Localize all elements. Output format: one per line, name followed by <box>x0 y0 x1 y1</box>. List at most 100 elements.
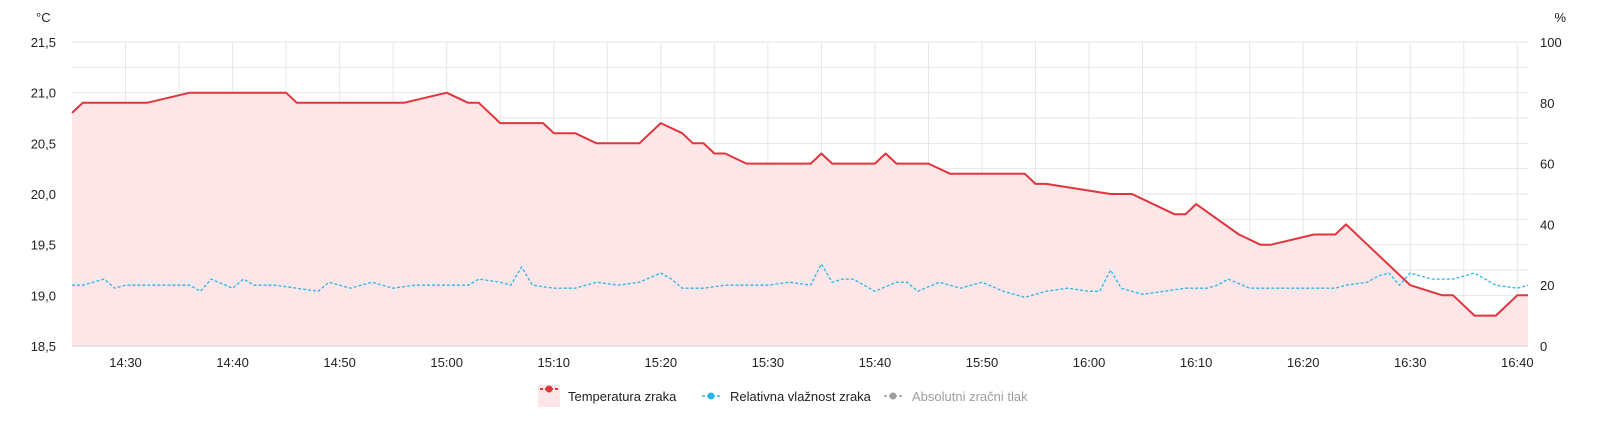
data-point[interactable] <box>1450 276 1456 282</box>
data-point[interactable] <box>658 270 664 276</box>
data-point[interactable] <box>1397 282 1403 288</box>
data-point[interactable] <box>347 285 353 291</box>
data-point[interactable] <box>454 282 460 288</box>
data-point[interactable] <box>1375 273 1381 279</box>
data-point[interactable] <box>444 90 450 96</box>
data-point[interactable] <box>883 151 889 157</box>
data-point[interactable] <box>1172 211 1178 217</box>
data-point[interactable] <box>808 161 814 167</box>
data-point[interactable] <box>283 90 289 96</box>
legend-item[interactable]: Absolutni zračni tlak <box>884 389 1028 404</box>
data-point[interactable] <box>540 120 546 126</box>
data-point[interactable] <box>497 279 503 285</box>
data-point[interactable] <box>1215 282 1221 288</box>
data-point[interactable] <box>926 161 932 167</box>
data-point[interactable] <box>594 279 600 285</box>
data-point[interactable] <box>669 276 675 282</box>
data-point[interactable] <box>679 285 685 291</box>
data-point[interactable] <box>315 288 321 294</box>
data-point[interactable] <box>412 282 418 288</box>
data-point[interactable] <box>1514 292 1520 298</box>
data-point[interactable] <box>1033 181 1039 187</box>
data-point[interactable] <box>636 140 642 146</box>
data-point[interactable] <box>187 90 193 96</box>
data-point[interactable] <box>711 151 717 157</box>
data-point[interactable] <box>1225 276 1231 282</box>
data-point[interactable] <box>1472 313 1478 319</box>
data-point[interactable] <box>1043 288 1049 294</box>
data-point[interactable] <box>947 282 953 288</box>
data-point[interactable] <box>272 282 278 288</box>
data-point[interactable] <box>829 279 835 285</box>
data-point[interactable] <box>1161 288 1167 294</box>
data-point[interactable] <box>1193 201 1199 207</box>
data-point[interactable] <box>840 276 846 282</box>
data-point[interactable] <box>465 282 471 288</box>
data-point[interactable] <box>1108 191 1114 197</box>
data-point[interactable] <box>851 276 857 282</box>
data-point[interactable] <box>572 285 578 291</box>
data-point[interactable] <box>1247 285 1253 291</box>
data-point[interactable] <box>144 100 150 106</box>
data-point[interactable] <box>915 288 921 294</box>
data-point[interactable] <box>594 140 600 146</box>
data-point[interactable] <box>208 276 214 282</box>
data-point[interactable] <box>123 282 129 288</box>
data-point[interactable] <box>369 279 375 285</box>
data-point[interactable] <box>1204 285 1210 291</box>
data-point[interactable] <box>80 282 86 288</box>
data-point[interactable] <box>1364 279 1370 285</box>
data-point[interactable] <box>1043 181 1049 187</box>
data-point[interactable] <box>230 285 236 291</box>
data-point[interactable] <box>1493 282 1499 288</box>
data-point[interactable] <box>294 285 300 291</box>
data-point[interactable] <box>1118 285 1124 291</box>
data-point[interactable] <box>818 261 824 267</box>
data-point[interactable] <box>1525 282 1531 288</box>
data-point[interactable] <box>786 279 792 285</box>
data-point[interactable] <box>1000 288 1006 294</box>
data-point[interactable] <box>1022 171 1028 177</box>
data-point[interactable] <box>1429 276 1435 282</box>
data-point[interactable] <box>872 161 878 167</box>
data-point[interactable] <box>144 282 150 288</box>
data-point[interactable] <box>1268 242 1274 248</box>
data-point[interactable] <box>251 282 257 288</box>
data-point[interactable] <box>508 282 514 288</box>
data-point[interactable] <box>69 110 75 116</box>
data-point[interactable] <box>679 130 685 136</box>
data-point[interactable] <box>765 282 771 288</box>
data-point[interactable] <box>1514 285 1520 291</box>
legend-item[interactable]: Temperatura zraka <box>538 385 677 407</box>
data-point[interactable] <box>101 276 107 282</box>
data-point[interactable] <box>936 279 942 285</box>
data-point[interactable] <box>519 264 525 270</box>
data-point[interactable] <box>1257 242 1263 248</box>
data-point[interactable] <box>1182 211 1188 217</box>
data-point[interactable] <box>1332 232 1338 238</box>
data-point[interactable] <box>1472 270 1478 276</box>
data-point[interactable] <box>958 285 964 291</box>
data-point[interactable] <box>872 288 878 294</box>
data-point[interactable] <box>722 282 728 288</box>
data-point[interactable] <box>818 151 824 157</box>
data-point[interactable] <box>893 279 899 285</box>
data-point[interactable] <box>1493 313 1499 319</box>
data-point[interactable] <box>497 120 503 126</box>
data-point[interactable] <box>326 279 332 285</box>
data-point[interactable] <box>701 140 707 146</box>
data-point[interactable] <box>1450 292 1456 298</box>
data-point[interactable] <box>979 279 985 285</box>
data-point[interactable] <box>1407 270 1413 276</box>
data-point[interactable] <box>112 285 118 291</box>
data-point[interactable] <box>701 285 707 291</box>
data-point[interactable] <box>1290 285 1296 291</box>
data-point[interactable] <box>1386 270 1392 276</box>
data-point[interactable] <box>476 100 482 106</box>
data-point[interactable] <box>1268 285 1274 291</box>
data-point[interactable] <box>551 285 557 291</box>
data-point[interactable] <box>401 100 407 106</box>
data-point[interactable] <box>69 282 75 288</box>
data-point[interactable] <box>658 120 664 126</box>
data-point[interactable] <box>165 282 171 288</box>
